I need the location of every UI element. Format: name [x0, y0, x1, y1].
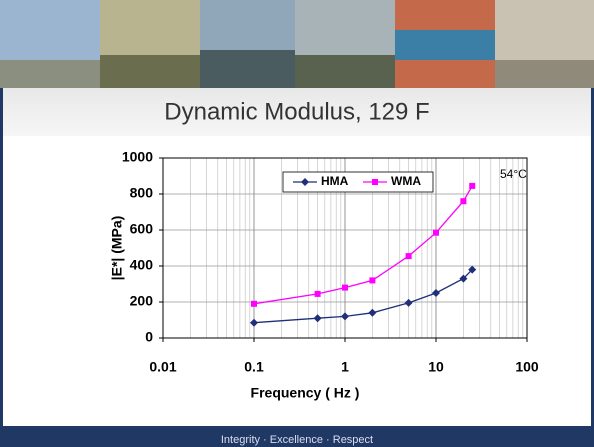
x-axis-label: Frequency ( Hz )	[251, 385, 360, 401]
x-tick-label: 0.1	[244, 359, 264, 375]
photo-banner	[0, 0, 594, 88]
marker	[468, 265, 477, 274]
x-tick-label: 1	[341, 359, 349, 375]
y-tick-label: 1000	[122, 149, 153, 165]
y-tick-label: 200	[130, 293, 154, 309]
marker	[251, 300, 257, 307]
plot-frame	[162, 157, 528, 339]
marker	[341, 312, 349, 321]
footer: Integrity · Excellence · Respect	[221, 434, 373, 446]
series-line	[253, 185, 473, 305]
legend-marker	[301, 178, 309, 186]
marker	[459, 274, 468, 283]
marker	[368, 308, 377, 317]
marker	[250, 318, 258, 327]
marker	[314, 290, 321, 297]
marker	[405, 253, 412, 260]
y-axis-label: |E*| (MPa)	[109, 216, 125, 281]
marker	[404, 298, 413, 307]
x-tick-label: 100	[515, 359, 539, 375]
legend-label: WMA	[391, 174, 421, 188]
x-tick-label: 0.01	[149, 359, 176, 375]
marker	[313, 314, 322, 323]
legend-box	[282, 171, 434, 193]
title: Dynamic Modulus, 129 F	[164, 98, 429, 125]
y-tick-label: 600	[130, 221, 154, 237]
marker	[433, 229, 439, 236]
y-tick-label: 0	[145, 329, 153, 345]
footer-band	[0, 426, 594, 447]
marker	[469, 182, 476, 189]
title-band	[0, 88, 594, 136]
marker	[460, 198, 467, 205]
marker	[432, 289, 440, 297]
border	[591, 88, 594, 426]
marker	[369, 277, 376, 284]
x-tick-label: 10	[428, 359, 444, 375]
series-line	[253, 269, 473, 324]
marker	[342, 284, 348, 291]
legend-label: HMA	[321, 174, 349, 188]
border	[0, 88, 3, 426]
y-tick-label: 400	[130, 257, 154, 273]
legend-marker	[372, 179, 378, 185]
y-tick-label: 800	[130, 185, 154, 201]
